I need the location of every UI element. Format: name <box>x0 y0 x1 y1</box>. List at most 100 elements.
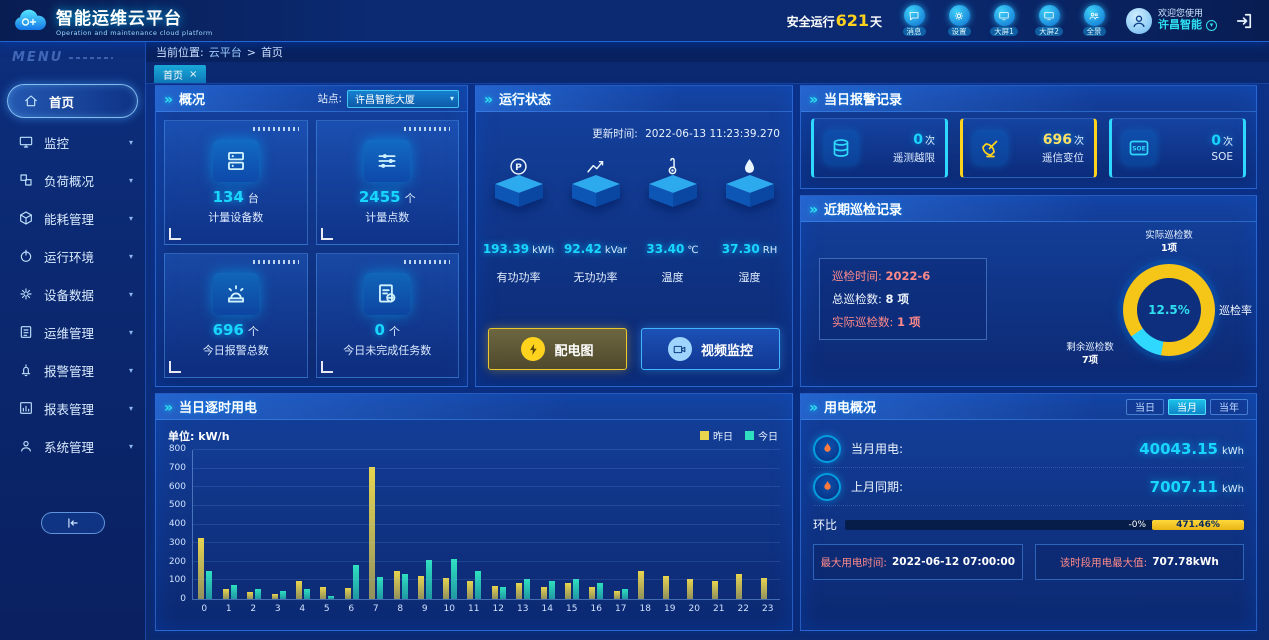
bolt-icon <box>521 337 546 361</box>
legend-item-昨日[interactable]: 昨日 <box>700 428 733 443</box>
bar-group-7 <box>364 450 388 599</box>
app-logo: 智能运维云平台 Operation and maintenance cloud … <box>12 4 213 37</box>
users-icon <box>1089 12 1099 19</box>
footer-value: 2022-06-12 07:00:00 <box>891 556 1016 568</box>
chevron-down-icon[interactable]: ▾ <box>1206 20 1217 32</box>
bigscreen-2-icon <box>1038 5 1060 26</box>
power-row-value: 40043.15 kWh <box>1139 439 1244 458</box>
status-metric-0: P 193.39 kWh 有功功率 <box>480 156 557 285</box>
video-monitor-button[interactable]: 视频监控 <box>641 328 780 370</box>
gridline <box>193 542 780 544</box>
chart-unit-label: 单位: kW/h <box>168 430 230 443</box>
system-icon <box>21 440 31 452</box>
bar-昨日-9 <box>418 575 425 599</box>
bar-昨日-2 <box>247 592 254 599</box>
sidebar-item-9[interactable]: 系统管理 ▾ <box>0 427 145 465</box>
gear-icon <box>20 288 32 300</box>
x-tick-label: 8 <box>397 604 404 614</box>
footer-label: 该时段用电最大值: <box>1059 556 1148 569</box>
header-nav-bigscreen-1[interactable]: 大屏1 <box>986 5 1022 36</box>
logout-button[interactable] <box>1231 8 1257 34</box>
bar-今日-9 <box>426 559 433 599</box>
x-tick-label: 20 <box>688 604 700 614</box>
power-tab-1[interactable]: 当月 <box>1168 398 1206 415</box>
sidebar-item-1[interactable]: 监控 ▾ <box>0 123 145 161</box>
sidebar-item-5[interactable]: 设备数据 ▾ <box>0 275 145 313</box>
power-row-0: 当月用电: 40043.15 kWh <box>813 430 1244 468</box>
bar-昨日-22 <box>736 573 743 599</box>
panorama-icon <box>1083 5 1105 26</box>
chartline-icon <box>587 160 604 173</box>
sidebar-item-3[interactable]: 能耗管理 ▾ <box>0 199 145 237</box>
sidebar-item-label: 运维管理 <box>44 325 95 341</box>
x-tick-label: 13 <box>517 604 529 614</box>
satellite-icon <box>982 140 998 158</box>
sidebar-item-7[interactable]: 报警管理 ▾ <box>0 351 145 389</box>
sidebar-item-label: 系统管理 <box>44 439 95 455</box>
site-select[interactable]: 许昌智能大厦 ▾ <box>347 89 459 108</box>
tab-close-icon[interactable]: × <box>189 68 198 80</box>
sidebar-item-8[interactable]: 报表管理 ▾ <box>0 389 145 427</box>
safe-run-days: 621 <box>835 11 869 30</box>
bar-昨日-10 <box>442 577 449 599</box>
sidebar-item-6[interactable]: 运维管理 ▾ <box>0 313 145 351</box>
distribution-diagram-button[interactable]: 配电图 <box>488 328 627 370</box>
header-nav-settings[interactable]: 设置 <box>941 5 977 36</box>
monitor-icon <box>19 136 33 148</box>
x-tick-label: 5 <box>323 604 330 614</box>
y-tick-label: 0 <box>180 594 186 604</box>
power-tab-0[interactable]: 当日 <box>1126 398 1164 415</box>
gridline <box>193 579 780 581</box>
power-tab-2[interactable]: 当年 <box>1210 398 1248 415</box>
header-nav-bigscreen-2[interactable]: 大屏2 <box>1031 5 1067 36</box>
y-tick-label: 600 <box>168 481 186 492</box>
env-icon <box>20 249 32 262</box>
welcome-user: 许昌智能 <box>1158 18 1202 32</box>
breadcrumb-root[interactable]: 云平台 <box>208 46 242 59</box>
bar-昨日-21 <box>711 581 718 599</box>
header-nav-panorama[interactable]: 全景 <box>1076 5 1112 36</box>
tab-home[interactable]: 首页 × <box>154 65 207 83</box>
alarm-card-1: 696 次 遥信变位 <box>960 118 1097 178</box>
button-label: 视频监控 <box>700 343 753 359</box>
power-footer-0: 最大用电时间: 2022-06-12 07:00:00 <box>813 544 1023 580</box>
gridline <box>193 486 780 488</box>
x-tick-label: 17 <box>615 604 627 614</box>
bar-昨日-13 <box>516 583 523 599</box>
sliders-icon <box>378 154 396 168</box>
chevron-down-icon: ▾ <box>128 441 133 451</box>
breadcrumb: 当前位置: 云平台 > 首页 <box>146 42 1269 62</box>
bar-今日-5 <box>328 596 335 599</box>
siren-icon <box>212 273 259 315</box>
ratio-badge: 471.46% <box>1152 519 1244 530</box>
bar-group-12 <box>486 450 510 599</box>
bar-group-3 <box>266 450 290 599</box>
alarm-label: SOE <box>1211 151 1233 163</box>
sidebar-item-label: 首页 <box>49 94 75 110</box>
sidebar-collapse-button[interactable] <box>40 512 105 534</box>
db-icon <box>824 131 858 165</box>
x-tick-label: 0 <box>201 604 208 614</box>
inspection-rate-value: 12.5% <box>1148 303 1190 317</box>
site-select-value: 许昌智能大厦 <box>355 95 415 106</box>
metric-value: 33.40 ℃ <box>646 242 699 256</box>
y-tick-label: 300 <box>168 537 186 548</box>
flame-icon <box>813 472 841 501</box>
x-tick-label: 23 <box>762 604 774 614</box>
metric-value: 92.42 kVar <box>563 242 628 256</box>
header-nav-messages[interactable]: 消息 <box>896 5 932 36</box>
chevron-down-icon: ▾ <box>128 327 133 337</box>
sidebar-menu: 首页监控 ▾ 负荷概况 ▾ 能耗管理 ▾ 运行环境 ▾ 设备数据 ▾ 运维管理 ▾ 报警管理 ▾ 报表管理 ▾… <box>0 84 145 465</box>
sidebar-item-4[interactable]: 运行环境 ▾ <box>0 237 145 275</box>
legend-item-今日[interactable]: 今日 <box>745 428 778 443</box>
bigscreen-1-icon <box>993 5 1015 26</box>
sidebar-item-2[interactable]: 负荷概况 ▾ <box>0 161 145 199</box>
y-tick-label: 800 <box>168 444 186 454</box>
user-area[interactable]: 欢迎您使用 许昌智能 ▾ <box>1126 7 1217 34</box>
bar-昨日-19 <box>662 575 669 599</box>
x-tick-label: 7 <box>372 604 379 614</box>
collapse-icon <box>67 518 78 528</box>
chart-legend: 昨日 今日 <box>700 428 778 443</box>
sidebar-item-0[interactable]: 首页 <box>7 84 138 118</box>
